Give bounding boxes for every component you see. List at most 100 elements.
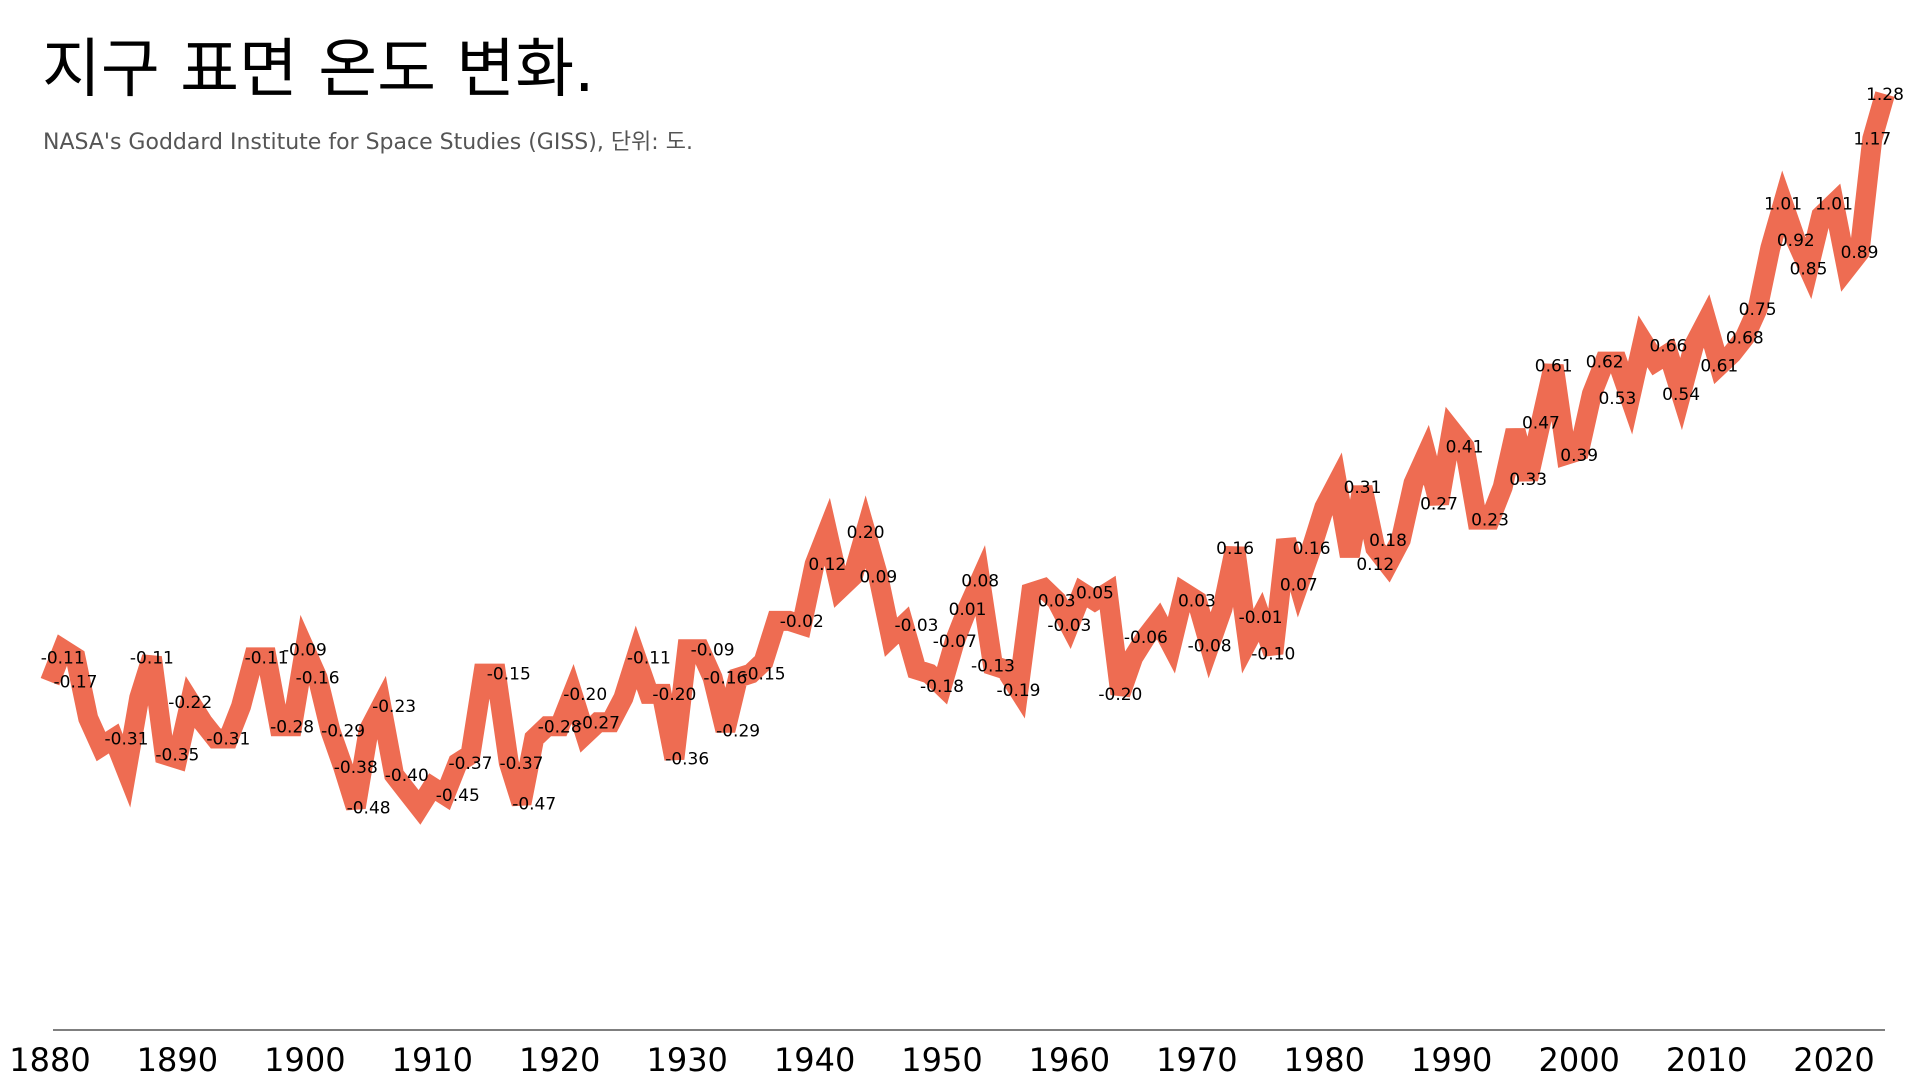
- data-label: -0.11: [627, 648, 671, 668]
- data-label: 0.12: [808, 555, 846, 575]
- data-label: 1.01: [1764, 195, 1802, 215]
- data-label: -0.07: [933, 632, 977, 652]
- series-layer: [40, 91, 1895, 825]
- data-label: -0.48: [347, 798, 391, 818]
- data-label: -0.11: [130, 648, 174, 668]
- x-tick-label: 2000: [1538, 1041, 1619, 1079]
- x-tick-label: 1890: [137, 1041, 218, 1079]
- data-label: -0.38: [334, 758, 378, 778]
- x-tick-label: 1930: [646, 1041, 727, 1079]
- data-label: 0.09: [859, 567, 897, 587]
- data-label: -0.27: [576, 713, 620, 733]
- data-label: 0.20: [847, 523, 885, 543]
- data-label: -0.29: [321, 721, 365, 741]
- data-label: 0.47: [1522, 413, 1560, 433]
- data-label: -0.20: [652, 685, 696, 705]
- data-label: 0.39: [1560, 446, 1598, 466]
- data-label: -0.28: [270, 717, 314, 737]
- x-tick-label: 1910: [392, 1041, 473, 1079]
- data-label: 0.16: [1216, 539, 1254, 559]
- data-label: -0.03: [1047, 616, 1091, 636]
- data-label: -0.36: [665, 750, 709, 770]
- data-label: 0.54: [1662, 385, 1700, 405]
- data-label: -0.19: [997, 681, 1041, 701]
- data-label: -0.09: [283, 640, 327, 660]
- data-label: 0.85: [1790, 259, 1828, 279]
- data-label: -0.31: [105, 730, 149, 750]
- chart-title: 지구 표면 온도 변화.: [42, 33, 595, 107]
- data-label: -0.02: [780, 612, 824, 632]
- data-label: -0.37: [449, 754, 493, 774]
- data-label: -0.17: [54, 673, 98, 693]
- data-label: 0.05: [1076, 584, 1114, 604]
- data-label: 0.89: [1841, 243, 1879, 263]
- data-label: 0.62: [1586, 353, 1624, 373]
- x-tick-label: 1880: [9, 1041, 90, 1079]
- data-label: -0.06: [1124, 628, 1168, 648]
- data-label: -0.29: [716, 721, 760, 741]
- data-label: -0.13: [971, 657, 1015, 677]
- data-label: -0.03: [895, 616, 939, 636]
- data-label: 0.75: [1739, 300, 1777, 320]
- data-label: 0.16: [1293, 539, 1331, 559]
- data-label: 0.33: [1509, 470, 1547, 490]
- data-label: 0.12: [1356, 555, 1394, 575]
- data-label: 0.03: [1038, 592, 1076, 612]
- data-label: 0.41: [1446, 438, 1484, 458]
- data-label: -0.20: [1098, 685, 1142, 705]
- data-label: -0.47: [512, 794, 556, 814]
- x-tick-label: 1900: [264, 1041, 345, 1079]
- data-label: 0.61: [1700, 357, 1738, 377]
- x-tick-label: 1960: [1029, 1041, 1110, 1079]
- data-label: 0.92: [1777, 231, 1815, 251]
- data-label: -0.23: [372, 697, 416, 717]
- data-label: -0.11: [245, 648, 289, 668]
- data-label: 0.07: [1280, 576, 1318, 596]
- data-label: 1.01: [1815, 195, 1853, 215]
- data-label: -0.20: [563, 685, 607, 705]
- data-label: -0.01: [1239, 608, 1283, 628]
- data-label: 0.08: [961, 571, 999, 591]
- data-label: -0.11: [41, 648, 85, 668]
- data-label: -0.22: [168, 693, 212, 713]
- data-label: 0.23: [1471, 511, 1509, 531]
- data-label: -0.08: [1188, 636, 1232, 656]
- x-tick-label: 1950: [901, 1041, 982, 1079]
- data-label: 0.66: [1649, 336, 1687, 356]
- data-label: -0.35: [155, 746, 199, 766]
- data-label: 0.27: [1420, 494, 1458, 514]
- x-tick-label: 1920: [519, 1041, 600, 1079]
- chart-subtitle: NASA's Goddard Institute for Space Studi…: [43, 130, 693, 155]
- x-tick-label: 2010: [1666, 1041, 1747, 1079]
- data-label: -0.09: [691, 640, 735, 660]
- data-label: 1.17: [1853, 130, 1891, 150]
- data-label: 0.53: [1598, 389, 1636, 409]
- data-label: 0.03: [1178, 592, 1216, 612]
- data-label: -0.31: [206, 730, 250, 750]
- data-label-layer: -0.11 -0.17 -0.31 -0.11 -0.22 -0.35 -0.31 -0.11…: [41, 85, 1904, 818]
- data-label: -0.40: [385, 766, 429, 786]
- data-label: -0.37: [500, 754, 544, 774]
- data-label: 0.31: [1344, 478, 1382, 498]
- x-tick-label: 1940: [774, 1041, 855, 1079]
- data-label: -0.15: [742, 665, 786, 685]
- x-tick-layer: 1880 1890 1900 1910 1920 1930 1940 1950 1960 1970…: [9, 1041, 1874, 1079]
- data-label: -0.16: [296, 669, 340, 689]
- data-label: 0.68: [1726, 328, 1764, 348]
- data-label: 0.01: [949, 600, 987, 620]
- data-label: -0.10: [1251, 644, 1295, 664]
- x-tick-label: 2020: [1793, 1041, 1874, 1079]
- x-tick-label: 1980: [1284, 1041, 1365, 1079]
- data-label: -0.18: [920, 677, 964, 697]
- data-label: -0.15: [487, 665, 531, 685]
- data-label: -0.45: [436, 786, 480, 806]
- data-label: -0.28: [538, 717, 582, 737]
- x-tick-label: 1970: [1156, 1041, 1237, 1079]
- data-label: 0.18: [1369, 531, 1407, 551]
- data-label: 1.28: [1866, 85, 1904, 105]
- data-label: 0.61: [1535, 357, 1573, 377]
- x-tick-label: 1990: [1411, 1041, 1492, 1079]
- data-label: -0.16: [703, 669, 747, 689]
- series-line-0: [40, 91, 1895, 825]
